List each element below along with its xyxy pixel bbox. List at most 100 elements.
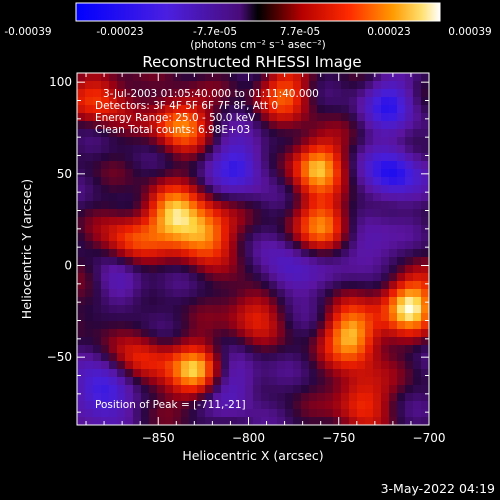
heatmap-cell xyxy=(197,73,206,82)
heatmap-cell xyxy=(373,121,382,130)
heatmap-cell xyxy=(325,233,334,242)
heatmap-cell xyxy=(141,313,150,322)
heatmap-cell xyxy=(325,393,334,402)
heatmap-cell xyxy=(309,353,318,362)
heatmap-cell xyxy=(317,353,326,362)
heatmap-cell xyxy=(333,289,342,298)
heatmap-cell xyxy=(277,241,286,250)
heatmap-cell xyxy=(93,369,102,378)
heatmap-cell xyxy=(269,241,278,250)
heatmap-cell xyxy=(381,233,390,242)
heatmap-cell xyxy=(205,97,214,106)
heatmap-cell xyxy=(381,249,390,258)
heatmap-cell xyxy=(213,233,222,242)
heatmap-cell xyxy=(413,417,422,425)
heatmap-cell xyxy=(197,337,206,346)
heatmap-cell xyxy=(125,241,134,250)
heatmap-cell xyxy=(341,89,350,98)
heatmap-cell xyxy=(357,313,366,322)
heatmap-cell xyxy=(333,177,342,186)
heatmap-cell xyxy=(149,273,158,282)
heatmap-cell xyxy=(405,185,414,194)
heatmap-cell xyxy=(277,281,286,290)
heatmap-cell xyxy=(341,337,350,346)
heatmap-cell xyxy=(205,185,214,194)
heatmap-cell xyxy=(269,369,278,378)
heatmap-cell xyxy=(101,129,110,138)
heatmap-cell xyxy=(117,81,126,90)
heatmap-cell xyxy=(197,281,206,290)
heatmap-cell xyxy=(165,241,174,250)
heatmap-cell xyxy=(229,289,238,298)
heatmap-cell xyxy=(277,121,286,130)
heatmap-cell xyxy=(325,193,334,202)
heatmap-cell xyxy=(285,73,294,82)
heatmap-cell xyxy=(237,321,246,330)
heatmap-cell xyxy=(93,305,102,314)
heatmap-cell xyxy=(365,273,374,282)
heatmap-cell xyxy=(197,409,206,418)
heatmap-cell xyxy=(293,73,302,82)
heatmap-cell xyxy=(117,153,126,162)
heatmap-cell xyxy=(197,129,206,138)
heatmap-cell xyxy=(317,97,326,106)
heatmap-cell xyxy=(133,145,142,154)
heatmap-cell xyxy=(285,369,294,378)
heatmap-cell xyxy=(349,345,358,354)
heatmap-cell xyxy=(245,369,254,378)
heatmap-cell xyxy=(413,289,422,298)
heatmap-cell xyxy=(333,345,342,354)
heatmap-cell xyxy=(301,265,310,274)
heatmap-cell xyxy=(245,305,254,314)
heatmap-cell xyxy=(277,289,286,298)
heatmap-cell xyxy=(141,153,150,162)
heatmap-cell xyxy=(301,169,310,178)
heatmap-cell xyxy=(245,393,254,402)
heatmap-cell xyxy=(125,369,134,378)
heatmap-cell xyxy=(365,137,374,146)
heatmap-cell xyxy=(197,353,206,362)
heatmap-cell xyxy=(317,105,326,114)
heatmap-cell xyxy=(245,193,254,202)
heatmap-cell xyxy=(77,273,86,282)
heatmap-cell xyxy=(325,97,334,106)
heatmap-cell xyxy=(325,201,334,210)
heatmap-cell xyxy=(125,289,134,298)
heatmap-cell xyxy=(93,225,102,234)
heatmap-cell xyxy=(125,225,134,234)
heatmap-cell xyxy=(237,297,246,306)
heatmap-cell xyxy=(253,193,262,202)
heatmap-cell xyxy=(341,249,350,258)
heatmap-cell xyxy=(261,129,270,138)
heatmap-cell xyxy=(93,129,102,138)
heatmap-cell xyxy=(165,209,174,218)
heatmap-cell xyxy=(133,209,142,218)
heatmap-cell xyxy=(117,273,126,282)
heatmap-cell xyxy=(413,241,422,250)
heatmap-cell xyxy=(205,329,214,338)
heatmap-cell xyxy=(413,321,422,330)
heatmap-cell xyxy=(261,337,270,346)
heatmap-cell xyxy=(149,185,158,194)
heatmap-cell xyxy=(421,321,429,330)
heatmap-cell xyxy=(213,81,222,90)
heatmap-cell xyxy=(421,161,429,170)
heatmap-cell xyxy=(317,273,326,282)
heatmap-cell xyxy=(133,129,142,138)
heatmap-cell xyxy=(341,121,350,130)
heatmap-cell xyxy=(213,345,222,354)
heatmap-cell xyxy=(245,225,254,234)
heatmap-cell xyxy=(269,393,278,402)
heatmap-cell xyxy=(381,73,390,82)
heatmap-cell xyxy=(133,89,142,98)
heatmap-cell xyxy=(77,313,86,322)
heatmap-cell xyxy=(261,289,270,298)
heatmap-cell xyxy=(365,89,374,98)
heatmap-cell xyxy=(157,73,166,82)
heatmap-cell xyxy=(221,393,230,402)
heatmap-cell xyxy=(77,177,86,186)
heatmap-cell xyxy=(189,201,198,210)
heatmap-cell xyxy=(77,345,86,354)
heatmap-cell xyxy=(389,233,398,242)
chart-title: Reconstructed RHESSI Image xyxy=(142,53,361,71)
